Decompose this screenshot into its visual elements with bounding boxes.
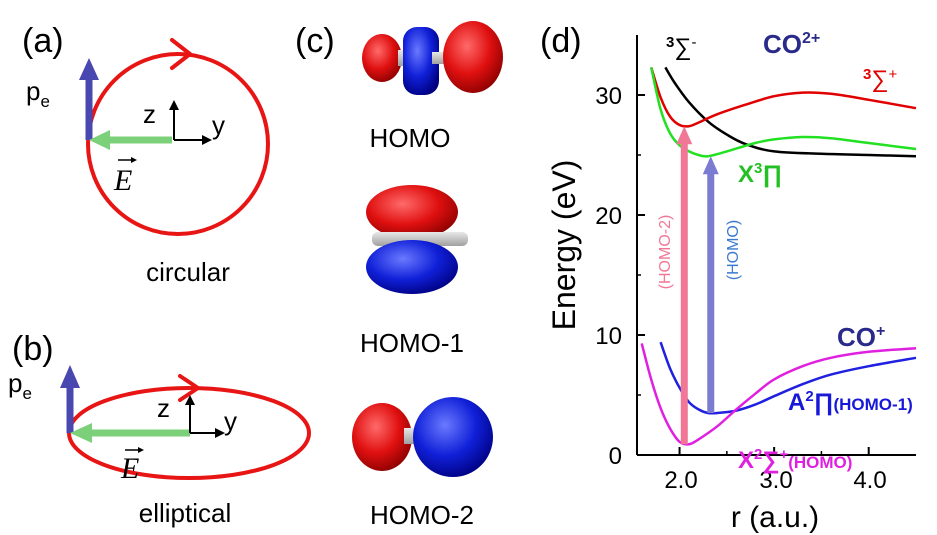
potential-curves xyxy=(640,66,917,446)
caption-circular: circular xyxy=(146,257,230,287)
orbital-homo xyxy=(362,21,503,95)
orbital-homo-1 xyxy=(366,185,468,294)
label-coplus: CO+ xyxy=(837,322,885,352)
label-co2plus: CO2+ xyxy=(763,29,820,59)
panel-a-letter: (a) xyxy=(22,22,64,60)
curve-0 xyxy=(664,66,917,158)
transition-arrow-head-0 xyxy=(676,126,693,145)
pe-label: pe xyxy=(26,76,50,111)
panel-a: (a) pe z y E circular xyxy=(22,22,270,287)
curve-1 xyxy=(650,67,917,128)
arrow-label-homo-2: (HOMO-2) xyxy=(657,215,674,290)
transition-arrows xyxy=(676,126,719,445)
z-label: z xyxy=(143,99,156,129)
y-tick-label: 20 xyxy=(595,203,622,230)
y-tick-label: 10 xyxy=(595,323,622,350)
orbital-label-homo-2: HOMO-2 xyxy=(370,500,474,530)
e-vector-bar-head xyxy=(138,447,144,453)
e-field-label: E xyxy=(120,452,139,485)
pe-label: pe xyxy=(8,368,32,403)
e-field-label: E xyxy=(113,164,132,197)
label-3sigma-minus: 3∑- xyxy=(666,34,696,61)
e-field-vector-head xyxy=(89,130,110,150)
pe-vector-head xyxy=(79,58,99,80)
y-tick-label: 0 xyxy=(609,443,622,470)
e-field-vector-head xyxy=(70,423,92,443)
orbital-homo-2 xyxy=(352,397,493,477)
y-axis-head xyxy=(202,135,212,145)
e-vector-bar-head xyxy=(131,157,137,163)
transition-arrow-head-1 xyxy=(702,156,719,175)
trajectory-arrowhead xyxy=(178,374,200,402)
curve-3 xyxy=(659,341,917,415)
y-tick-label: 30 xyxy=(595,83,622,110)
y-axis-title: Energy (eV) xyxy=(546,160,582,331)
pe-vector-head xyxy=(60,365,80,388)
axis-ticks xyxy=(637,94,870,456)
trajectory-arrowhead xyxy=(170,38,192,70)
label-3sigma-plus: 3∑+ xyxy=(863,66,897,93)
z-axis-head xyxy=(169,100,179,110)
y-label: y xyxy=(224,406,237,436)
x-tick-label: 3.0 xyxy=(759,467,792,494)
curve-4 xyxy=(640,343,917,446)
circular-trajectory xyxy=(86,52,270,236)
panel-c-letter: (c) xyxy=(295,22,335,60)
x-tick-label: 4.0 xyxy=(853,467,886,494)
x-tick-label: 2.0 xyxy=(664,467,697,494)
y-axis-head xyxy=(215,428,225,438)
label-x2sigma: X2∑+(HOMO) xyxy=(738,446,852,474)
panel-d-letter: (d) xyxy=(540,22,582,60)
orbital-label-homo-1: HOMO-1 xyxy=(360,328,464,358)
x-axis-title: r (a.u.) xyxy=(731,501,819,534)
z-label: z xyxy=(157,393,170,423)
panel-b: (b) pe z y E elliptical xyxy=(8,330,311,528)
z-axis-head xyxy=(185,395,195,405)
arrow-label-homo: (HOMO) xyxy=(725,220,742,280)
panel-b-letter: (b) xyxy=(12,330,54,368)
curve-2 xyxy=(649,67,917,158)
caption-elliptical: elliptical xyxy=(139,498,232,528)
label-x3pi: X3∏ xyxy=(738,160,782,188)
label-a2pi: A2∏(HOMO-1) xyxy=(788,388,913,416)
y-label: y xyxy=(212,110,225,140)
orbital-label-homo: HOMO xyxy=(370,123,451,153)
panel-c: (c) HOMO HOMO-1 HOMO-2 xyxy=(295,21,503,530)
panel-d: (d) 0 10 20 30 2.0 3.0 4.0 Energy (eV) r… xyxy=(540,22,917,534)
